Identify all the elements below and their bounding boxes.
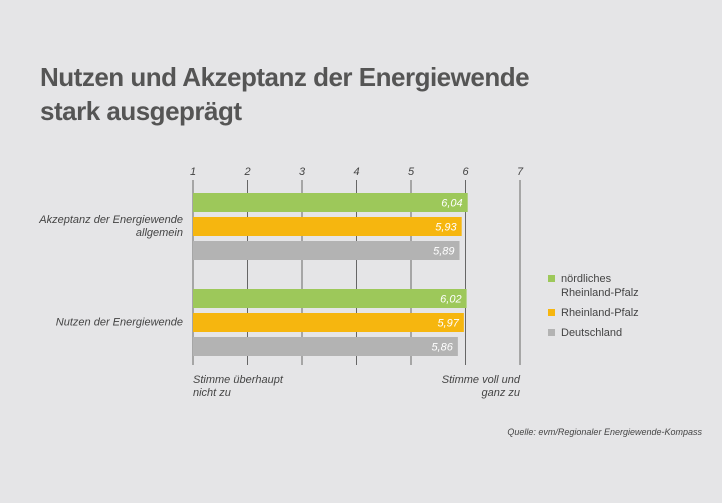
legend: nördliches Rheinland-Pfalz Rheinland-Pfal… [548,272,648,340]
y-tick-label: Akzeptanz der Energiewende allgemein [39,213,183,239]
value-label: 5,93 [435,221,457,233]
bar [193,337,458,356]
x-tick-label: 7 [517,166,524,178]
bar [193,313,464,332]
legend-label: Rheinland-Pfalz [561,307,639,319]
axis-annotation: Stimme voll und ganz zu [441,374,520,399]
legend-item: nördliches Rheinland-Pfalz [548,272,648,300]
legend-item: Rheinland-Pfalz [548,306,648,320]
value-label: 6,02 [440,293,461,305]
x-tick-label: 1 [190,166,196,178]
bar [193,193,468,212]
legend-label: nördliches Rheinland-Pfalz [561,273,639,299]
legend-swatch [548,309,555,316]
x-tick-label: 5 [408,166,415,178]
chart-title: stark ausgeprägt [40,96,242,126]
source: Quelle: evm/Regionaler Energiewende-Komp… [507,427,702,437]
legend-item: Deutschland [548,326,648,340]
bar [193,217,462,236]
value-label: 5,89 [433,245,454,257]
legend-label: Deutschland [561,327,623,339]
legend-swatch [548,275,555,282]
bar [193,241,460,260]
chart-title: Nutzen und Akzeptanz der Energiewende [40,62,530,92]
bar [193,289,467,308]
y-tick-label: Nutzen der Energiewende [55,316,183,328]
value-label: 6,04 [441,197,462,209]
axis-annotation: Stimme überhaupt nicht zu [193,374,283,399]
x-tick-label: 3 [299,166,306,178]
x-tick-label: 4 [353,166,359,178]
value-label: 5,86 [431,341,453,353]
value-label: 5,97 [437,317,459,329]
legend-swatch [548,329,555,336]
x-tick-label: 6 [462,166,469,178]
x-tick-label: 2 [243,166,250,178]
